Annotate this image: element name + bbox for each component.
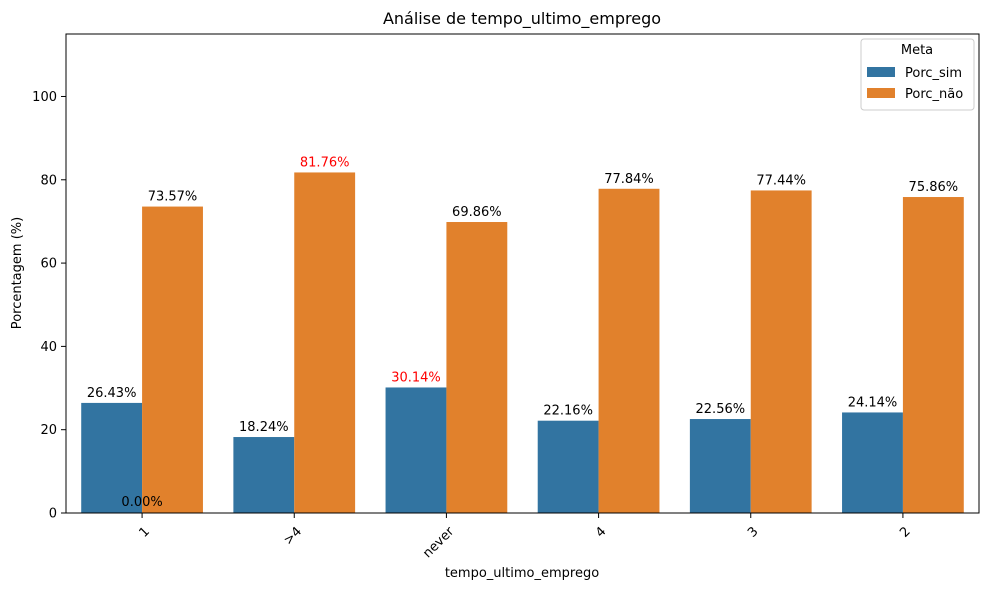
bars-group [81,172,964,514]
bar-porc-n-o-4 [598,188,660,513]
bar-label-porc-sim-4: 22.16% [543,404,593,419]
y-tick-label-60: 60 [40,257,57,272]
y-tick-label-20: 20 [40,423,57,438]
bar-label-porc-sim-2: 24.14% [848,395,898,410]
chart-title: Análise de tempo_ultimo_emprego [383,9,661,29]
bar-label-porc-sim-never: 30.14% [391,370,441,385]
bar-label-porc-n-o-2: 75.86% [909,180,959,195]
x-tick-label-3: 3 [745,524,761,540]
legend-label-porc-sim: Porc_sim [905,66,962,81]
zero-annotation: 0.00% [121,495,162,510]
legend-title: Meta [901,43,933,58]
bar-label-porc-n-o-never: 69.86% [452,205,502,220]
x-tick-label-1: 1 [136,524,152,540]
bar-porc-sim-3 [689,419,751,513]
y-axis-label: Porcentagem (%) [10,217,25,329]
bar-labels-group: 26.43% 18.24% 30.14% 22.16% 22.56% 24.14% 73.5… [87,155,958,510]
x-tick-label-4: 4 [593,524,609,540]
bar-porc-sim-1 [81,402,143,513]
plot-frame [65,33,980,514]
y-tick-label-80: 80 [40,173,57,188]
bar-label-porc-n-o-1: 73.57% [148,190,198,205]
x-axis-label: tempo_ultimo_emprego [445,566,599,581]
bar-label-porc-sim-4: 18.24% [239,420,289,435]
y-axis: 0 20 40 60 80 100 [32,90,66,522]
y-tick-label-100: 100 [32,90,57,105]
bar-porc-sim-2 [842,412,903,513]
legend-swatch-porc-nao [867,88,895,98]
x-tick-label-2: 2 [897,524,913,540]
x-axis: 1 >4 never 4 3 2 [136,513,914,561]
bar-porc-n-o-2 [902,197,964,513]
legend-label-porc-nao: Porc_não [905,87,963,102]
bar-porc-n-o-4 [294,172,356,513]
bar-porc-sim-4 [537,420,599,513]
bar-porc-sim-4 [233,437,295,513]
y-tick-label-40: 40 [40,340,57,355]
bar-label-porc-sim-1: 26.43% [87,386,137,401]
bar-porc-n-o-never [446,222,508,513]
x-tick-label-4: >4 [281,524,305,548]
bar-label-porc-n-o-3: 77.44% [756,173,806,188]
x-tick-label-never: never [420,524,457,561]
bar-label-porc-n-o-4: 81.76% [300,155,350,170]
bar-porc-sim-never [385,387,447,513]
bar-porc-n-o-3 [750,190,812,514]
bar-label-porc-n-o-4: 77.84% [604,172,654,187]
legend-swatch-porc-sim [867,67,895,77]
y-tick-label-0: 0 [49,507,57,522]
legend: Meta Porc_sim Porc_não [860,38,975,111]
bar-porc-n-o-1 [142,206,203,514]
bar-label-porc-sim-3: 22.56% [696,402,746,417]
